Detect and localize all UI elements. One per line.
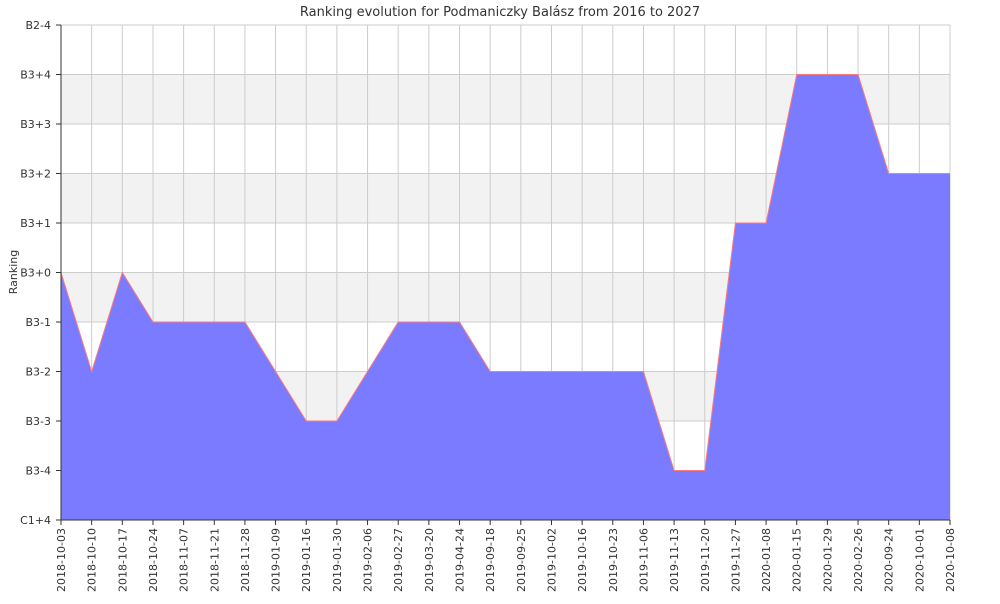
x-tick-label: 2018-10-24 bbox=[147, 528, 160, 592]
x-tick-label: 2019-11-13 bbox=[668, 528, 681, 592]
x-tick-label: 2020-01-29 bbox=[821, 528, 834, 592]
chart-title: Ranking evolution for Podmaniczky Balász… bbox=[300, 5, 700, 20]
y-tick-label: B2-4 bbox=[25, 19, 51, 32]
x-tick-label: 2019-02-06 bbox=[362, 528, 375, 592]
x-tick-label: 2019-10-23 bbox=[607, 528, 620, 592]
y-tick-label: C1+4 bbox=[20, 514, 51, 527]
y-tick-label: B3+0 bbox=[20, 267, 51, 280]
y-tick-label: B3+3 bbox=[20, 118, 51, 131]
x-tick-label: 2019-01-09 bbox=[270, 528, 283, 592]
y-tick-labels: C1+4 B3-4 B3-3 B3-2 B3-1 B3+0 B3+1 B3+2 B3+3 B3+4… bbox=[20, 19, 51, 527]
x-tick-label: 2018-11-28 bbox=[239, 528, 252, 592]
x-tick-label: 2020-10-08 bbox=[944, 528, 957, 592]
x-tick-labels: 2018-10-03 2018-10-10 2018-10-17 2018-10-24… bbox=[55, 528, 957, 592]
x-tick-label: 2020-09-24 bbox=[883, 528, 896, 592]
x-tick-label: 2018-10-10 bbox=[86, 528, 99, 592]
y-tick-label: B3+4 bbox=[20, 69, 51, 82]
y-tick-label: B3-4 bbox=[25, 465, 51, 478]
x-tick-label: 2019-01-30 bbox=[331, 528, 344, 592]
x-tick-label: 2018-10-17 bbox=[116, 528, 129, 592]
x-tick-label: 2020-01-15 bbox=[791, 528, 804, 592]
x-tick-label: 2018-10-03 bbox=[55, 528, 68, 592]
y-axis-title: Ranking bbox=[7, 250, 20, 295]
x-tick-label: 2019-11-27 bbox=[729, 528, 742, 592]
x-tick-label: 2020-02-26 bbox=[852, 528, 865, 592]
y-tick-label: B3-2 bbox=[25, 366, 51, 379]
x-tick-label: 2019-03-20 bbox=[423, 528, 436, 592]
y-tick-label: B3-1 bbox=[25, 316, 51, 329]
y-tick-label: B3+1 bbox=[20, 217, 51, 230]
x-tick-label: 2019-04-24 bbox=[454, 528, 467, 592]
x-tick-label: 2018-11-21 bbox=[208, 528, 221, 592]
x-tick-label: 2019-11-20 bbox=[699, 528, 712, 592]
y-tick-label: B3+2 bbox=[20, 168, 51, 181]
x-tick-label: 2019-10-02 bbox=[545, 528, 558, 592]
y-tick-label: B3-3 bbox=[25, 415, 51, 428]
x-tick-label: 2018-11-07 bbox=[178, 528, 191, 592]
x-tick-label: 2020-10-01 bbox=[913, 528, 926, 592]
x-tick-label: 2019-09-25 bbox=[515, 528, 528, 592]
x-tick-label: 2019-02-27 bbox=[392, 528, 405, 592]
x-tick-label: 2019-09-18 bbox=[484, 528, 497, 592]
x-tick-label: 2019-01-16 bbox=[300, 528, 313, 592]
x-tick-label: 2019-10-16 bbox=[576, 528, 589, 592]
x-tick-label: 2020-01-08 bbox=[760, 528, 773, 592]
x-tick-label: 2019-11-06 bbox=[637, 528, 650, 592]
